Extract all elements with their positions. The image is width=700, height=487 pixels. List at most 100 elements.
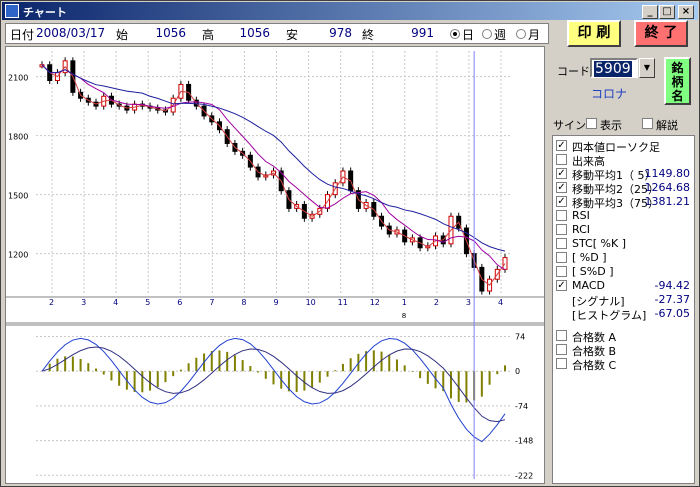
indicator-label: 出来高 xyxy=(572,155,605,168)
indicator-list: ✓ 四本値ローソク足 出来高 ✓ 移動平均1（ 5） 1149.80 ✓ 移動平均2（25） 1… xyxy=(552,135,695,484)
macd-tick-label: -222 xyxy=(515,471,533,480)
x-tick-label: 7 xyxy=(209,298,214,307)
code-label: コード xyxy=(557,65,590,78)
indicator-checkbox[interactable] xyxy=(556,154,567,165)
group-checkbox[interactable] xyxy=(556,358,567,369)
candle-body xyxy=(39,64,45,68)
sign-explain-label: 解説 xyxy=(656,119,678,132)
period-daily-radio[interactable] xyxy=(450,29,460,39)
close-label: 終 xyxy=(362,28,375,42)
brand-name-line1: 銘 xyxy=(671,61,684,75)
macd-tick-label: -74 xyxy=(515,402,528,411)
sign-explain-checkbox[interactable] xyxy=(642,118,653,129)
indicator-label: RSI xyxy=(572,209,590,222)
code-select[interactable]: 5909 xyxy=(590,58,638,78)
group-label: 合格数 A xyxy=(572,331,617,344)
sign-show-checkbox[interactable] xyxy=(586,118,597,129)
close-button[interactable]: × xyxy=(678,5,694,19)
group-checkbox[interactable] xyxy=(556,344,567,355)
group-label: 合格数 C xyxy=(572,359,617,372)
x-tick-label: 3 xyxy=(466,298,471,307)
macd-tick-label: 74 xyxy=(515,333,525,342)
x-tick-label: 1 xyxy=(402,298,407,307)
x-tick-label: 4 xyxy=(113,298,118,307)
indicator-value: -94.42 xyxy=(654,279,690,292)
low-value: 978 xyxy=(329,26,352,40)
indicator-checkbox[interactable] xyxy=(556,210,567,221)
x-tick-label: 8 xyxy=(241,298,246,307)
x-tick-label: 3 xyxy=(81,298,86,307)
indicator-label: [ S%D ] xyxy=(572,265,614,278)
x-tick-label: 2 xyxy=(49,298,54,307)
macd-line xyxy=(41,337,506,443)
group-label: 合格数 B xyxy=(572,345,617,358)
x-tick-label: 4 xyxy=(498,298,503,307)
date-label: 日付 xyxy=(10,28,35,42)
open-value: 1056 xyxy=(155,26,186,40)
x-tick-label: 9 xyxy=(274,298,279,307)
sign-show-label: 表示 xyxy=(600,119,622,132)
company-name: コロナ xyxy=(591,87,628,101)
indicator-value: 1381.21 xyxy=(644,195,691,208)
macd-tick-label: -148 xyxy=(515,437,533,446)
indicator-label: MACD xyxy=(572,279,605,292)
x-tick-label: 11 xyxy=(338,298,348,307)
title-bar: チャート _ □ × xyxy=(2,2,698,20)
x-tick-label: 12 xyxy=(370,298,380,307)
window-title: チャート xyxy=(23,6,67,19)
chart-panel: 2100 1800 1500 1200 2 3 4 5 6 7 8 9 10 11 12 1 2 3 4 8 74 0 -7… xyxy=(5,46,545,484)
indicator-label: 移動平均1（ 5） xyxy=(572,169,656,182)
brand-name-button[interactable]: 銘 柄 名 xyxy=(664,57,691,105)
low-label: 安 xyxy=(286,28,299,42)
indicator-label: STC[ %K ] xyxy=(572,237,626,250)
brand-name-line2: 柄 xyxy=(671,75,684,89)
year-marker: 8 xyxy=(402,312,406,320)
date-value: 2008/03/17 xyxy=(36,26,106,40)
indicator-checkbox[interactable]: ✓ xyxy=(556,168,567,179)
period-daily-label: 日 xyxy=(462,28,475,42)
brand-name-line3: 名 xyxy=(671,89,684,103)
x-tick-label: 2 xyxy=(434,298,439,307)
sign-label: サイン xyxy=(553,119,586,132)
y-tick-label: 1800 xyxy=(8,133,28,142)
indicator-checkbox[interactable] xyxy=(556,266,567,277)
indicator-value: 1149.80 xyxy=(644,167,691,180)
price-info-bar: 日付 2008/03/17 始 1056 高 1056 安 978 終 991 … xyxy=(5,23,549,44)
exit-button[interactable]: 終 了 xyxy=(634,20,688,47)
signal-line xyxy=(41,346,506,423)
indicator-checkbox[interactable]: ✓ xyxy=(556,182,567,193)
print-button[interactable]: 印 刷 xyxy=(567,20,621,47)
period-weekly-radio[interactable] xyxy=(482,29,492,39)
indicator-value: 1264.68 xyxy=(644,181,691,194)
indicator-checkbox[interactable]: ✓ xyxy=(556,196,567,207)
indicator-checkbox[interactable]: ✓ xyxy=(556,280,567,291)
x-tick-label: 5 xyxy=(145,298,150,307)
maximize-button[interactable]: □ xyxy=(659,5,675,19)
indicator-value: -67.05 xyxy=(654,307,690,320)
indicator-checkbox[interactable] xyxy=(556,252,567,263)
minimize-button[interactable]: _ xyxy=(642,5,658,19)
period-monthly-radio[interactable] xyxy=(516,29,526,39)
group-checkbox[interactable] xyxy=(556,330,567,341)
indicator-label: [シグナル] xyxy=(572,295,625,308)
x-tick-label: 6 xyxy=(177,298,182,307)
chevron-down-icon[interactable]: ▼ xyxy=(639,58,655,78)
period-weekly-label: 週 xyxy=(494,28,507,42)
ma-line-75 xyxy=(41,64,506,252)
y-tick-label: 1500 xyxy=(8,192,28,201)
high-value: 1056 xyxy=(239,26,270,40)
indicator-checkbox[interactable] xyxy=(556,238,567,249)
period-monthly-label: 月 xyxy=(528,28,541,42)
macd-tick-label: 0 xyxy=(515,367,520,376)
indicator-label: [ヒストグラム] xyxy=(572,309,647,322)
indicator-label: 移動平均2（25） xyxy=(572,183,659,196)
y-tick-label: 1200 xyxy=(8,251,28,260)
indicator-checkbox[interactable] xyxy=(556,224,567,235)
app-icon xyxy=(5,4,19,18)
indicator-checkbox[interactable]: ✓ xyxy=(556,140,567,151)
close-value: 991 xyxy=(411,26,434,40)
indicator-label: RCI xyxy=(572,223,591,236)
indicator-label: 移動平均3（75） xyxy=(572,197,659,210)
